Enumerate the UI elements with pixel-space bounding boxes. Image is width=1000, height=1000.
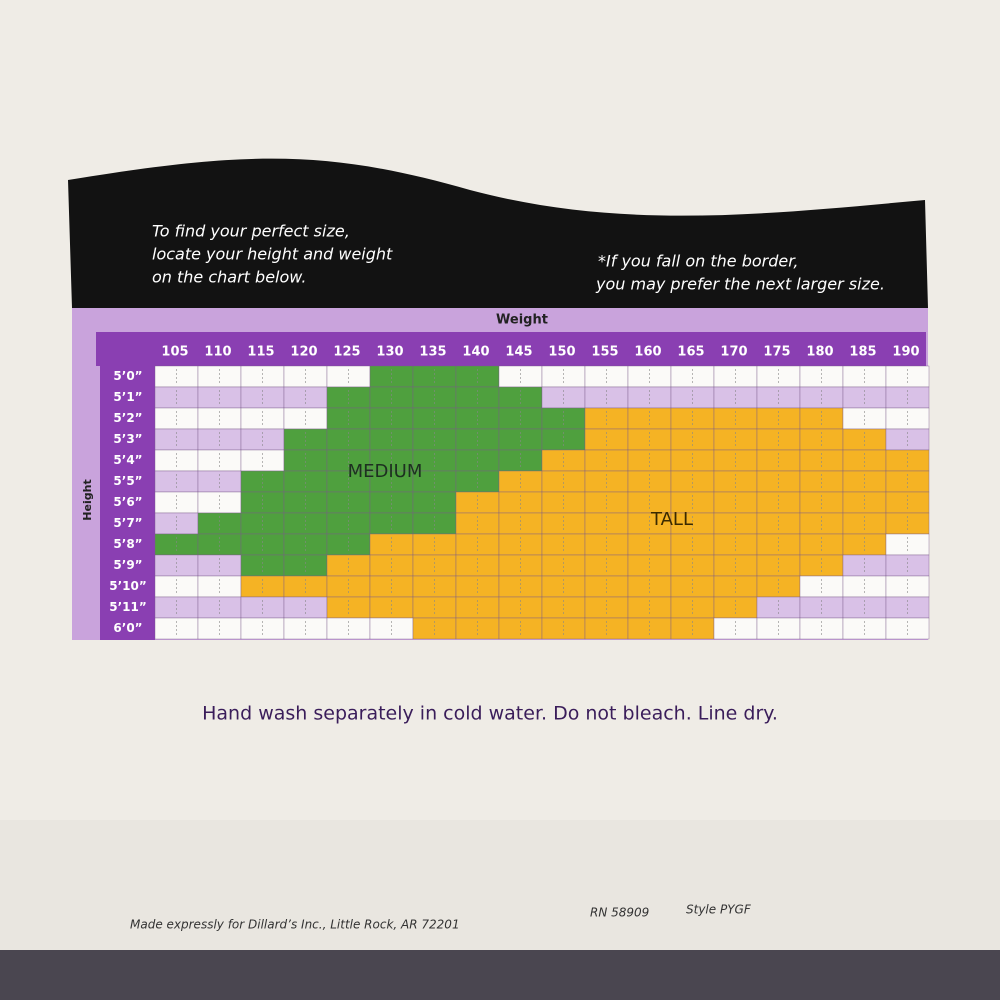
weight-value: 165 (677, 345, 704, 360)
care-text: Hand wash separately in cold water. Do n… (202, 703, 778, 725)
height-value: 5’8” (113, 537, 142, 551)
height-value: 5’1” (113, 390, 142, 404)
header-wave (68, 158, 928, 308)
region-label: MEDIUM (348, 461, 423, 482)
weight-value: 120 (290, 345, 317, 360)
weight-value: 105 (161, 345, 188, 360)
instruction-line: locate your height and weight (152, 245, 393, 264)
footer-text: RN 58909 (590, 906, 649, 920)
note-line: *If you fall on the border, (598, 252, 798, 271)
height-value: 5’2” (113, 411, 142, 425)
carpet (0, 950, 1000, 1000)
weight-value: 145 (505, 345, 532, 360)
weight-value: 185 (849, 345, 876, 360)
height-label: Height (81, 479, 94, 520)
weight-bar (96, 332, 926, 366)
weight-value: 115 (247, 345, 274, 360)
footer-text: Made expressly for Dillard’s Inc., Littl… (130, 918, 460, 932)
height-value: 5’7” (113, 516, 142, 530)
height-value: 5’3” (113, 432, 142, 446)
region-label: TALL (650, 509, 693, 530)
flap (0, 820, 1000, 950)
height-value: 5’6” (113, 495, 142, 509)
weight-value: 160 (634, 345, 661, 360)
height-value: 5’4” (113, 453, 142, 467)
weight-value: 180 (806, 345, 833, 360)
weight-label: Weight (496, 313, 548, 328)
instruction-line: on the chart below. (152, 268, 306, 287)
weight-value: 135 (419, 345, 446, 360)
weight-value: 155 (591, 345, 618, 360)
note-line: you may prefer the next larger size. (595, 275, 885, 294)
instruction-line: To find your perfect size, (152, 222, 350, 241)
height-value: 5’0” (113, 369, 142, 383)
weight-value: 110 (204, 345, 231, 360)
height-bar (100, 366, 155, 640)
height-value: 5’9” (113, 558, 142, 572)
height-value: 5’11” (109, 600, 147, 614)
weight-value: 125 (333, 345, 360, 360)
weight-value: 140 (462, 345, 489, 360)
height-value: 5’5” (113, 474, 142, 488)
weight-value: 175 (763, 345, 790, 360)
height-value: 5’10” (109, 579, 147, 593)
chart-cell (885, 617, 930, 640)
footer-text: Style PYGF (686, 903, 752, 917)
weight-value: 170 (720, 345, 747, 360)
height-value: 6’0” (113, 621, 142, 635)
weight-value: 190 (892, 345, 919, 360)
weight-value: 130 (376, 345, 403, 360)
weight-value: 150 (548, 345, 575, 360)
